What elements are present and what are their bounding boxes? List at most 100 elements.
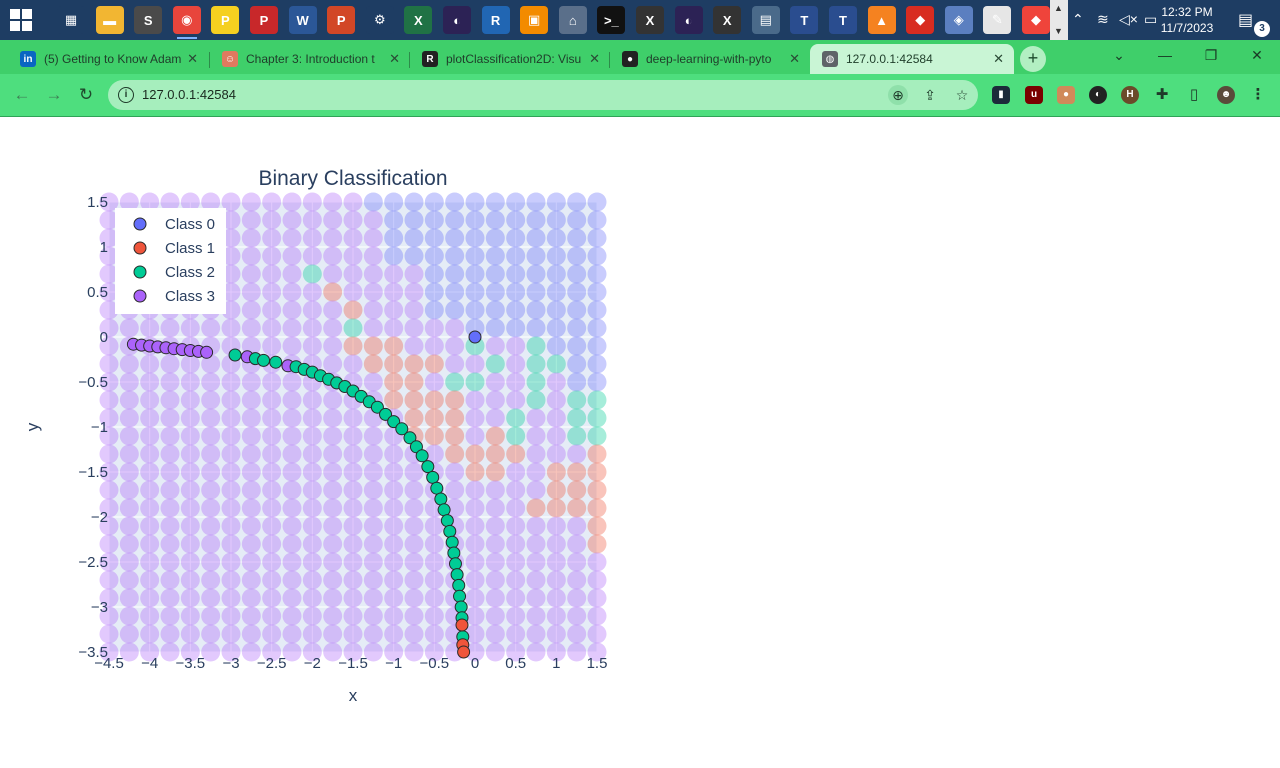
chrome-menu-icon[interactable]: ⋮ xyxy=(1250,86,1266,103)
grid-point xyxy=(445,192,465,212)
restore-button[interactable]: ❐ xyxy=(1204,47,1218,63)
grid-point xyxy=(221,552,241,572)
grid-point xyxy=(180,642,200,662)
tab-close-icon[interactable]: ✕ xyxy=(789,51,800,66)
dark-mode-icon[interactable]: ◐ xyxy=(1089,86,1107,104)
task-view-icon[interactable]: ▦ xyxy=(57,6,85,34)
taskbar-scroll[interactable]: ▲ ▼ xyxy=(1050,0,1068,40)
ublock-icon[interactable]: u xyxy=(1025,86,1043,104)
grid-point xyxy=(221,408,241,428)
extensions-puzzle-icon[interactable]: ✚ xyxy=(1155,86,1169,103)
scroll-down-icon[interactable]: ▼ xyxy=(1054,26,1063,36)
grid-point xyxy=(404,624,424,644)
grid-point xyxy=(506,336,526,356)
extension-h-icon[interactable]: H xyxy=(1121,86,1139,104)
grid-point xyxy=(567,462,587,482)
browser-tab[interactable]: ◍ 127.0.0.1:42584 ✕ xyxy=(810,44,1014,74)
y-tick-label: −2 xyxy=(91,509,108,526)
x-tick-label: −1.5 xyxy=(338,655,368,672)
battery-icon[interactable]: ▭ xyxy=(1144,11,1158,27)
terminal-icon[interactable]: >_ xyxy=(597,6,626,34)
pdf-editor-icon[interactable]: P xyxy=(250,6,278,34)
chevron-up-icon[interactable]: ⌃ xyxy=(1072,11,1084,27)
url-text[interactable]: 127.0.0.1:42584 xyxy=(142,87,236,102)
chrome-icon[interactable]: ◉ xyxy=(172,6,201,39)
wifi-icon[interactable]: ≋ xyxy=(1097,11,1109,27)
r-project-icon[interactable]: R xyxy=(481,6,510,34)
minimize-button[interactable]: — xyxy=(1158,47,1172,63)
tab-close-icon[interactable]: ✕ xyxy=(389,51,400,66)
grid-point xyxy=(262,498,282,518)
paint-icon[interactable]: ✎ xyxy=(983,6,1012,34)
new-tab-button[interactable]: + xyxy=(1020,46,1046,72)
grid-point xyxy=(363,210,383,230)
forward-arrow-icon[interactable]: → xyxy=(45,85,63,104)
grid-point xyxy=(140,534,160,554)
excel-icon[interactable]: X xyxy=(404,6,433,34)
close-window-button[interactable]: ✕ xyxy=(1251,47,1263,63)
tab-search-icon[interactable]: ⌄ xyxy=(1113,47,1125,63)
grid-point xyxy=(241,408,261,428)
volume-muted-icon[interactable]: ◁× xyxy=(1119,11,1138,27)
eclipse-icon[interactable]: ◐ xyxy=(443,6,471,34)
vmware-icon[interactable]: ▣ xyxy=(520,6,549,34)
xming-2-icon[interactable]: X xyxy=(713,6,742,34)
grid-point xyxy=(140,552,160,572)
vlc-icon[interactable]: ▲ xyxy=(867,6,896,34)
grid-point xyxy=(465,588,485,608)
extension-book-icon[interactable]: ▮ xyxy=(992,86,1010,104)
grid-point xyxy=(241,264,261,284)
grid-point xyxy=(424,534,444,554)
data-point xyxy=(200,345,214,359)
file-explorer-icon[interactable]: ▬ xyxy=(95,6,124,34)
texstudio-icon[interactable]: T xyxy=(790,6,819,34)
address-bar[interactable]: i 127.0.0.1:42584 ⊕ ⇪ ☆ xyxy=(108,80,978,110)
network-tool-icon[interactable]: ⌂ xyxy=(558,6,587,34)
tab-close-icon[interactable]: ✕ xyxy=(187,51,198,66)
xming-icon[interactable]: X xyxy=(636,6,664,34)
y-axis-title: y xyxy=(23,422,42,431)
bookmark-star-icon[interactable]: ☆ xyxy=(955,87,969,103)
sublime-text-icon[interactable]: S xyxy=(134,6,163,34)
grid-point xyxy=(485,552,505,572)
eclipse-2-icon[interactable]: ◐ xyxy=(674,6,703,34)
shield-app-icon[interactable]: ◈ xyxy=(944,6,973,34)
share-icon[interactable]: ⇪ xyxy=(924,87,936,103)
grid-point xyxy=(241,534,261,554)
windows-start-icon[interactable] xyxy=(10,9,32,31)
browser-tab[interactable]: in (5) Getting to Know Adam ✕ xyxy=(8,44,208,74)
pdf-reader-icon[interactable]: P xyxy=(211,6,240,34)
reload-icon[interactable]: ↻ xyxy=(78,85,94,104)
word-icon[interactable]: W xyxy=(288,6,317,34)
legend: Class 0 Class 1 Class 2 Class 3 xyxy=(115,208,226,314)
grid-point xyxy=(99,570,119,590)
back-arrow-icon[interactable]: ← xyxy=(13,85,31,104)
grid-point xyxy=(180,588,200,608)
redis-icon[interactable]: ◆ xyxy=(906,6,935,34)
zoom-icon[interactable]: ⊕ xyxy=(888,85,908,105)
settings-gear-icon[interactable]: ⚙ xyxy=(365,6,394,34)
grid-point xyxy=(140,570,160,590)
remote-desktop-icon[interactable]: ▤ xyxy=(751,6,780,34)
scroll-up-icon[interactable]: ▲ xyxy=(1054,3,1063,13)
profile-avatar[interactable]: ☻ xyxy=(1217,86,1235,104)
taskbar-clock[interactable]: 12:32 PM 11/7/2023 xyxy=(1152,4,1222,36)
tab-close-icon[interactable]: ✕ xyxy=(589,51,600,66)
notification-icon[interactable]: ▤ xyxy=(1238,12,1254,29)
side-panel-icon[interactable]: ▯ xyxy=(1189,86,1199,103)
y-tick-label: 0 xyxy=(100,329,108,346)
grid-point xyxy=(526,498,546,518)
extension-eyes-icon[interactable]: ● xyxy=(1057,86,1075,104)
texstudio-2-icon[interactable]: T xyxy=(829,6,857,34)
tab-close-icon[interactable]: ✕ xyxy=(993,51,1004,66)
grid-point xyxy=(140,624,160,644)
grid-point xyxy=(180,318,200,338)
anydesk-icon[interactable]: ◆ xyxy=(1022,6,1050,34)
site-info-icon[interactable]: i xyxy=(118,87,134,103)
powerpoint-icon[interactable]: P xyxy=(327,6,356,34)
browser-tab[interactable]: ● deep-learning-with-pyto ✕ xyxy=(610,44,810,74)
grid-point xyxy=(485,246,505,266)
grid-point xyxy=(404,606,424,626)
browser-tab[interactable]: ☺ Chapter 3: Introduction t ✕ xyxy=(210,44,410,74)
